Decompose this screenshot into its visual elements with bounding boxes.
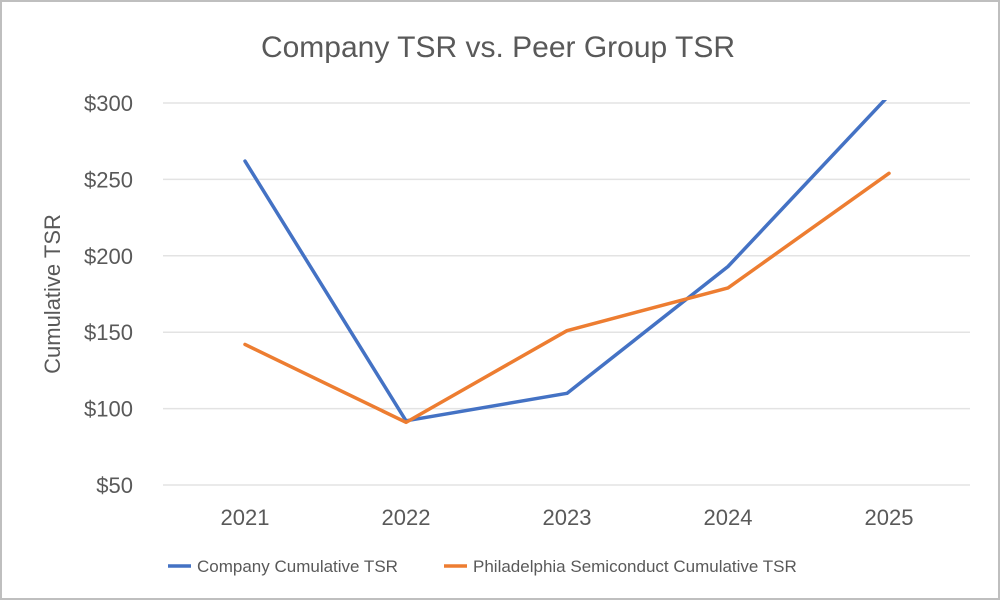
series-line-1 xyxy=(243,100,888,423)
x-tick-label: 2025 xyxy=(865,505,914,530)
series-line-2 xyxy=(243,171,891,425)
series-lines xyxy=(243,100,891,425)
chart-title: Company TSR vs. Peer Group TSR xyxy=(261,31,735,64)
legend-label: Company Cumulative TSR xyxy=(197,557,398,576)
x-tick-label: 2024 xyxy=(704,505,753,530)
y-axis-ticks: $50 $100 $150 $200 $250 $300 xyxy=(84,91,133,498)
x-axis-ticks: 2021 2022 2023 2024 2025 xyxy=(221,505,914,530)
x-tick-label: 2022 xyxy=(382,505,431,530)
y-tick-label: $300 xyxy=(84,91,133,116)
legend: Company Cumulative TSR Philadelphia Semic… xyxy=(168,557,797,576)
legend-label: Philadelphia Semiconduct Cumulative TSR xyxy=(473,557,797,576)
x-tick-label: 2021 xyxy=(221,505,270,530)
y-tick-label: $100 xyxy=(84,397,133,422)
y-tick-label: $50 xyxy=(96,473,133,498)
y-axis-label: Cumulative TSR xyxy=(40,214,65,374)
gridlines xyxy=(163,102,970,486)
y-tick-label: $200 xyxy=(84,244,133,269)
y-tick-label: $150 xyxy=(84,320,133,345)
y-tick-label: $250 xyxy=(84,167,133,192)
x-tick-label: 2023 xyxy=(543,505,592,530)
